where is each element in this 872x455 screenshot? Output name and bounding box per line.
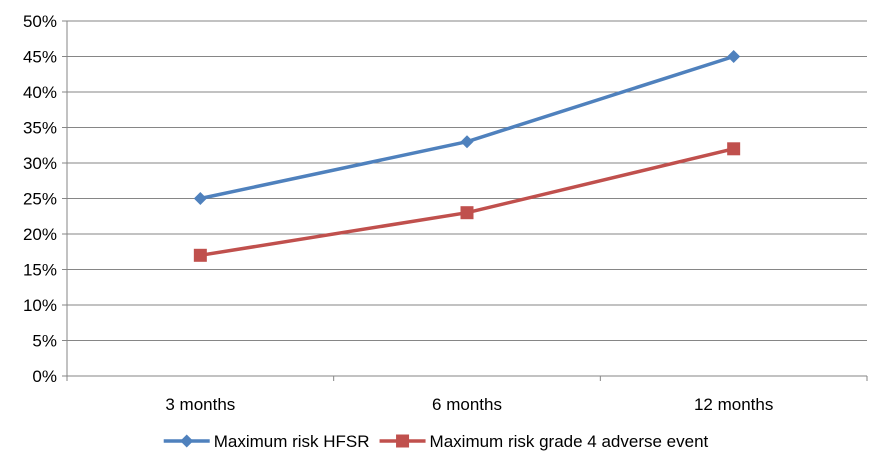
y-tick-label: 15%: [23, 261, 57, 280]
data-point: [727, 142, 741, 156]
y-tick-label: 5%: [32, 332, 57, 351]
series-layer: [193, 50, 741, 262]
data-point: [727, 50, 741, 63]
x-tick-label: 6 months: [432, 395, 502, 414]
legend-label: Maximum risk HFSR: [214, 432, 370, 451]
x-tick-label: 3 months: [165, 395, 235, 414]
y-tick-label: 35%: [23, 119, 57, 138]
y-tick-label: 20%: [23, 225, 57, 244]
data-point: [460, 206, 474, 220]
y-tick-label: 25%: [23, 190, 57, 209]
y-tick-label: 50%: [23, 12, 57, 31]
legend-item: Maximum risk grade 4 adverse event: [379, 432, 709, 451]
series-1: [193, 50, 741, 205]
y-tick-label: 30%: [23, 154, 57, 173]
y-tick-label: 10%: [23, 296, 57, 315]
series-2: [193, 142, 741, 262]
y-tick-labels: 0% 5% 10% 15% 20% 25% 30% 35% 40% 45% 50%: [23, 12, 57, 386]
data-point: [193, 248, 207, 262]
grid-lines: [67, 20, 867, 341]
series-line: [200, 147, 735, 258]
data-point: [460, 135, 474, 149]
legend: Maximum risk HFSR Maximum risk grade 4 ad…: [163, 432, 709, 451]
legend-label: Maximum risk grade 4 adverse event: [430, 432, 709, 451]
x-tick-labels: 3 months 6 months 12 months: [165, 395, 773, 414]
legend-marker: [180, 434, 194, 448]
y-tick-label: 45%: [23, 48, 57, 67]
y-tick-label: 0%: [32, 367, 57, 386]
data-point: [193, 192, 207, 205]
y-tick-label: 40%: [23, 83, 57, 102]
legend-marker: [396, 434, 410, 448]
x-tick-label: 12 months: [694, 395, 773, 414]
axes: [62, 20, 868, 381]
legend-item: Maximum risk HFSR: [163, 432, 370, 451]
